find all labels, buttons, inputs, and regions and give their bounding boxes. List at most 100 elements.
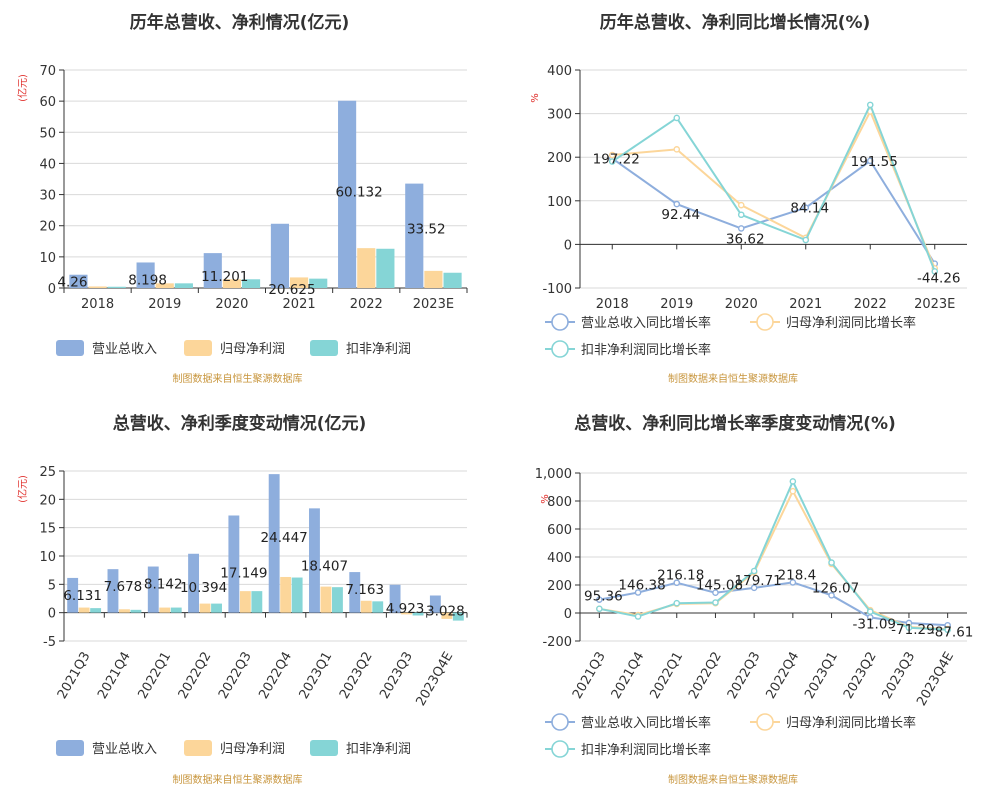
chart2-bar-2	[372, 601, 384, 613]
chart1-legend-label: 营业总收入同比增长率	[581, 315, 711, 331]
chart2-data-label: 6.131	[63, 588, 102, 604]
chart3-y-tick-label: 800	[547, 495, 572, 510]
chart1-series-line-2	[611, 102, 936, 272]
chart3-y-tick-label: 1,000	[535, 467, 572, 482]
chart0-legend-label: 扣非净利润	[346, 342, 411, 357]
chart2-data-label: 7.163	[345, 582, 384, 598]
chart2-bar-1	[78, 607, 90, 613]
chart1-x-tick-label: 2023E	[914, 297, 955, 312]
chart1-x-tick-label: 2022	[854, 297, 887, 312]
chart0-bar-2	[174, 283, 193, 288]
chart0-bar-0	[270, 223, 290, 288]
chart0-y-tick-label: 70	[39, 64, 56, 79]
chart1-point-1	[608, 151, 616, 159]
chart2-y-tick-label: -5	[43, 635, 56, 650]
chart2-bar-2	[412, 612, 424, 616]
chart2-data-label: 4.923	[386, 601, 425, 617]
chart1-series-line-0	[611, 157, 936, 265]
chart2-bar-0	[188, 553, 200, 613]
chart3-point-2	[905, 624, 913, 631]
chart1-source-note: 制图数据来自恒生聚源数据库	[668, 372, 798, 385]
chart0-legend-swatch	[310, 340, 338, 356]
chart1-y-tick-label: 400	[547, 64, 572, 79]
chart0-data-label: 33.52	[407, 222, 446, 238]
chart3-legend-marker	[551, 713, 569, 731]
chart2-bar-0	[228, 515, 240, 613]
chart1-legend-label: 归母净利润同比增长率	[786, 315, 916, 331]
chart0-bar-0	[405, 183, 424, 288]
chart3-x-tick-label: 2023Q3	[880, 650, 919, 702]
chart0-bar-1	[290, 277, 309, 288]
chart1-point-0	[866, 157, 874, 165]
chart0-bar-2	[376, 248, 395, 288]
chart0-y-tick-label: 60	[39, 95, 56, 110]
chart0-legend-swatch	[56, 340, 84, 356]
chart0-source-note: 制图数据来自恒生聚源数据库	[173, 372, 303, 385]
chart1-data-label: 92.44	[661, 207, 700, 223]
chart1-y-tick-label: 300	[547, 108, 572, 123]
chart2-data-label: 7.678	[104, 579, 143, 595]
chart3-y-tick-label: 200	[547, 579, 572, 594]
chart0-y-tick-label: 20	[39, 220, 56, 235]
chart2-bar-1	[401, 612, 412, 615]
chart3-legend-marker	[756, 713, 774, 731]
chart0-bar-2	[241, 279, 261, 288]
chart3-point-2	[750, 567, 758, 575]
chart3-point-0	[673, 579, 681, 587]
chart0-data-label: 8.198	[128, 272, 167, 288]
chart2-bar-2	[331, 587, 343, 613]
chart0-legend-swatch	[184, 340, 212, 356]
chart3-point-2	[712, 599, 719, 606]
chart2-y-tick-label: 15	[39, 522, 56, 537]
chart0-y-tick-label: 50	[39, 126, 56, 141]
chart1-data-label: -44.26	[917, 271, 961, 287]
chart2-x-tick-label: 2023Q1	[297, 650, 336, 702]
chart2-x-tick-label: 2022Q4	[256, 650, 295, 702]
chart0-x-tick-label: 2019	[148, 297, 181, 312]
chart2-unit-label: (亿元)	[16, 475, 29, 503]
chart3-data-label: 146.38	[618, 578, 665, 594]
chart2-bar-0	[389, 584, 401, 613]
chart3-x-tick-label: 2023Q1	[802, 650, 841, 702]
chart3-x-tick-label: 2022Q4	[764, 650, 803, 702]
chart2-y-tick-label: 0	[48, 607, 56, 622]
chart-annual-growth: 历年总营收、净利同比增长情况(%)% -100 0 100 200 300 400 2018 2…	[530, 12, 967, 385]
chart3-data-label: 179.71	[735, 573, 782, 589]
chart3-point-2	[828, 559, 835, 566]
chart3-point-0	[596, 596, 603, 603]
chart3-legend-label: 扣非净利润同比增长率	[581, 742, 711, 758]
chart3-y-tick-label: 0	[564, 607, 572, 622]
chart2-bar-2	[130, 609, 142, 613]
chart1-point-0	[673, 200, 681, 208]
chart1-title: 历年总营收、净利同比增长情况(%)	[600, 12, 871, 33]
chart2-y-tick-label: 20	[39, 493, 56, 508]
chart3-data-label: 216.18	[657, 568, 704, 584]
chart2-data-label: 10.394	[180, 580, 227, 596]
chart2-bar-0	[67, 577, 79, 613]
chart3-data-label: 145.08	[696, 578, 743, 594]
chart0-bar-2	[309, 278, 328, 288]
chart2-source-note: 制图数据来自恒生聚源数据库	[173, 773, 303, 786]
chart2-x-tick-label: 2021Q3	[55, 650, 94, 702]
chart3-x-tick-label: 2021Q3	[570, 650, 609, 702]
chart2-bar-1	[280, 576, 292, 613]
chart2-data-label: 17.149	[220, 565, 267, 581]
chart1-legend-marker	[551, 313, 569, 331]
chart3-point-2	[634, 613, 642, 620]
chart1-x-tick-label: 2021	[789, 297, 822, 312]
chart2-bar-1	[360, 600, 372, 613]
chart0-bar-2	[107, 286, 126, 288]
chart1-y-tick-label: 0	[564, 238, 572, 253]
chart0-x-tick-label: 2022	[350, 297, 383, 312]
chart2-bar-0	[429, 595, 441, 613]
chart3-point-2	[944, 626, 951, 634]
chart1-data-label: 84.14	[790, 201, 829, 217]
chart2-bar-2	[291, 577, 303, 613]
chart3-point-2	[596, 605, 603, 613]
chart1-legend-marker	[551, 340, 569, 358]
chart3-data-label: -71.29	[891, 622, 935, 638]
chart0-bar-1	[88, 286, 107, 288]
chart0-data-label: 60.132	[335, 185, 382, 201]
chart2-bar-0	[349, 572, 361, 613]
chart3-point-0	[712, 589, 719, 596]
